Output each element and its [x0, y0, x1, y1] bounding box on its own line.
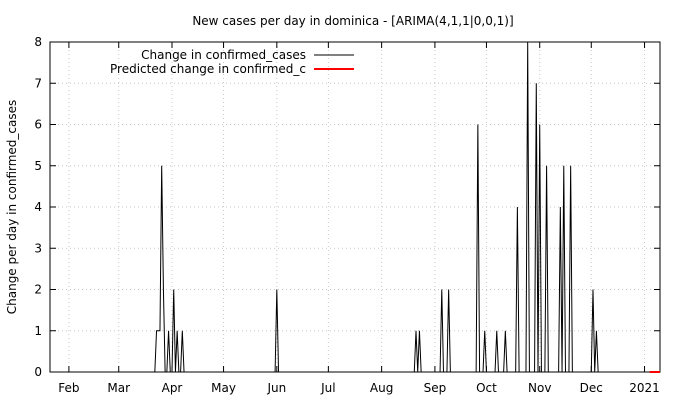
y-tick-label: 0 [34, 365, 42, 379]
x-tick-label: May [211, 381, 236, 395]
y-tick-label: 4 [34, 200, 42, 214]
x-tick-label: Aug [370, 381, 393, 395]
x-tick-label: Oct [476, 381, 497, 395]
series-layer [50, 41, 660, 373]
y-tick-label: 7 [34, 76, 42, 90]
grid [50, 42, 660, 372]
x-axis: Feb Mar Apr May Jun Jul Aug Sep Oct Nov Dec 2021 [58, 42, 660, 395]
x-tick-label: Mar [107, 381, 130, 395]
x-tick-label: Feb [58, 381, 79, 395]
chart-title: New cases per day in dominica - [ARIMA(4… [192, 14, 513, 28]
x-tick-label: Nov [528, 381, 551, 395]
legend-label: Change in confirmed_cases [141, 48, 306, 62]
x-tick-label: Apr [162, 381, 183, 395]
x-tick-label: Dec [580, 381, 603, 395]
y-tick-label: 6 [34, 118, 42, 132]
x-tick-label: 2021 [629, 381, 660, 395]
series-line-confirmed-cases [50, 41, 650, 373]
y-tick-label: 1 [34, 324, 42, 338]
y-tick-label: 2 [34, 283, 42, 297]
y-tick-label: 5 [34, 159, 42, 173]
y-tick-label: 3 [34, 241, 42, 255]
y-tick-label: 8 [34, 35, 42, 49]
x-tick-label: Jun [266, 381, 286, 395]
x-tick-label: Sep [424, 381, 447, 395]
x-tick-label: Jul [320, 381, 335, 395]
y-axis: 0 1 2 3 4 5 6 7 8 [34, 35, 660, 379]
y-axis-label: Change per day in confirmed_cases [5, 100, 19, 315]
legend-label: Predicted change in confirmed_c [110, 62, 306, 76]
